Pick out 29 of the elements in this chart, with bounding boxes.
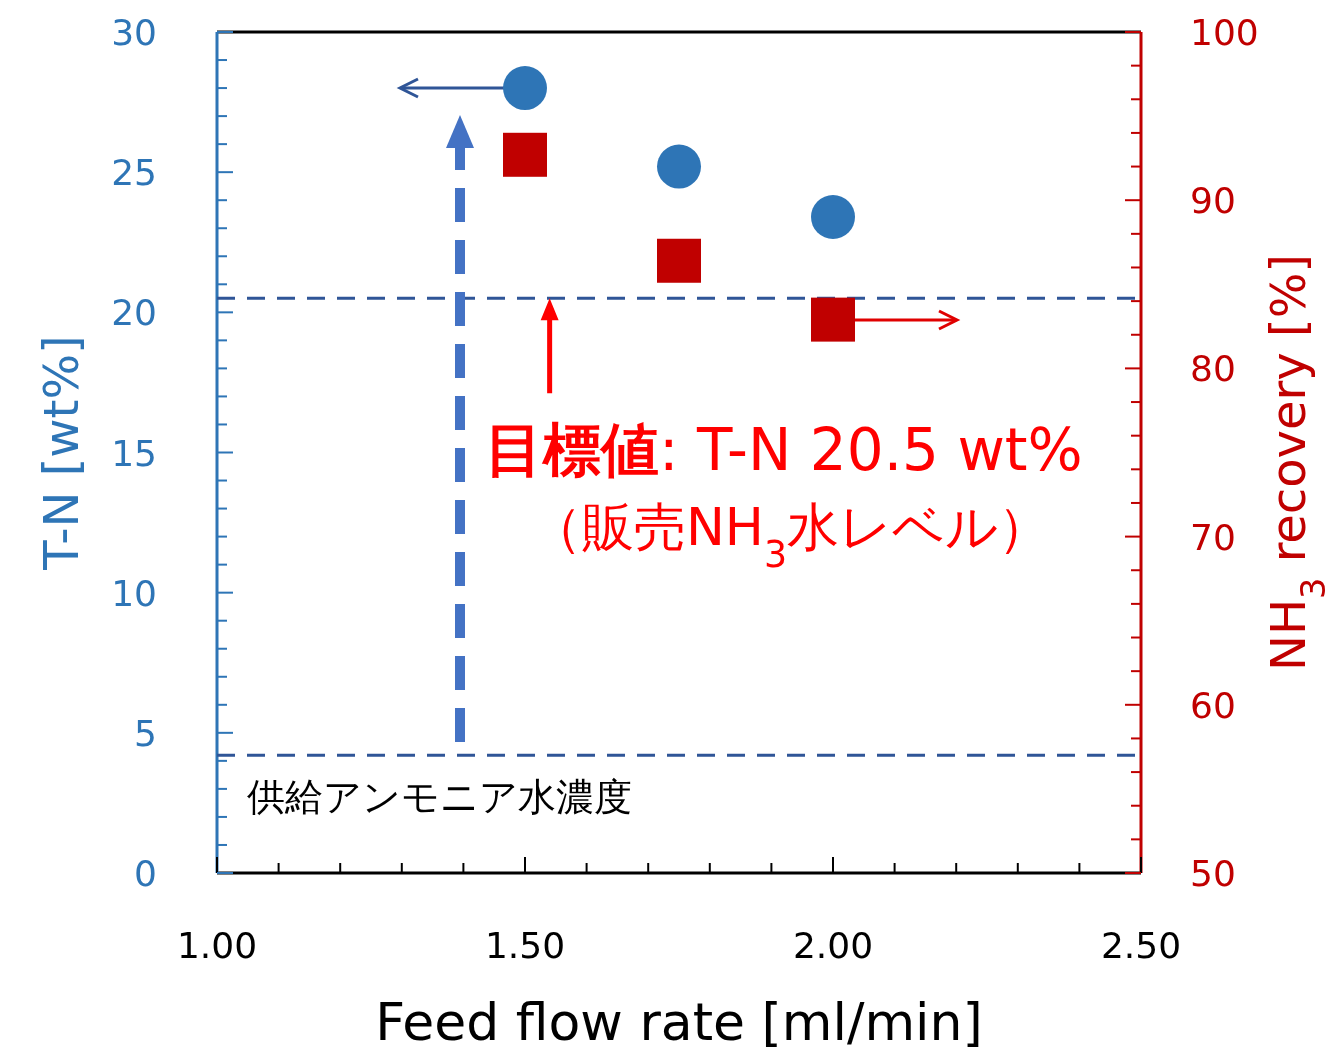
y-tick-label: 5 xyxy=(134,712,157,754)
y-tick-label: 20 xyxy=(111,292,157,334)
y2-tick-label: 60 xyxy=(1190,684,1236,726)
x-tick-label: 2.00 xyxy=(792,925,874,966)
y-tick-label: 25 xyxy=(111,152,157,194)
point xyxy=(657,144,701,189)
ref-line-label: 供給アンモニア水濃度 xyxy=(247,775,632,820)
point xyxy=(503,132,547,177)
y-axis-title: T-N [wt%] xyxy=(33,335,89,571)
y2-tick-label: 50 xyxy=(1190,853,1236,894)
y-tick-label: 0 xyxy=(134,853,157,894)
point xyxy=(811,297,855,342)
y-tick-label: 30 xyxy=(111,12,157,53)
annotation: 目標値 xyxy=(485,416,659,484)
x-tick-label: 2.50 xyxy=(1100,925,1182,966)
y2-tick-label: 80 xyxy=(1190,348,1236,390)
y2-tick-label: 90 xyxy=(1190,180,1236,222)
x-tick-label: 1.50 xyxy=(484,925,566,966)
y2-tick-label: 100 xyxy=(1190,12,1259,53)
y-tick-label: 15 xyxy=(111,432,157,474)
y2-tick-label: 70 xyxy=(1190,516,1236,558)
annotation: （販売NH$_{3}$水レベル） xyxy=(529,497,1051,576)
point xyxy=(503,66,547,111)
point xyxy=(811,195,855,240)
x-tick-label: 1.00 xyxy=(176,925,258,966)
x-axis-title: Feed flow rate [ml/min] xyxy=(375,992,983,1052)
point xyxy=(657,238,701,283)
y-tick-label: 10 xyxy=(111,572,157,614)
annotation: : T-N 20.5 wt% xyxy=(659,416,1083,484)
